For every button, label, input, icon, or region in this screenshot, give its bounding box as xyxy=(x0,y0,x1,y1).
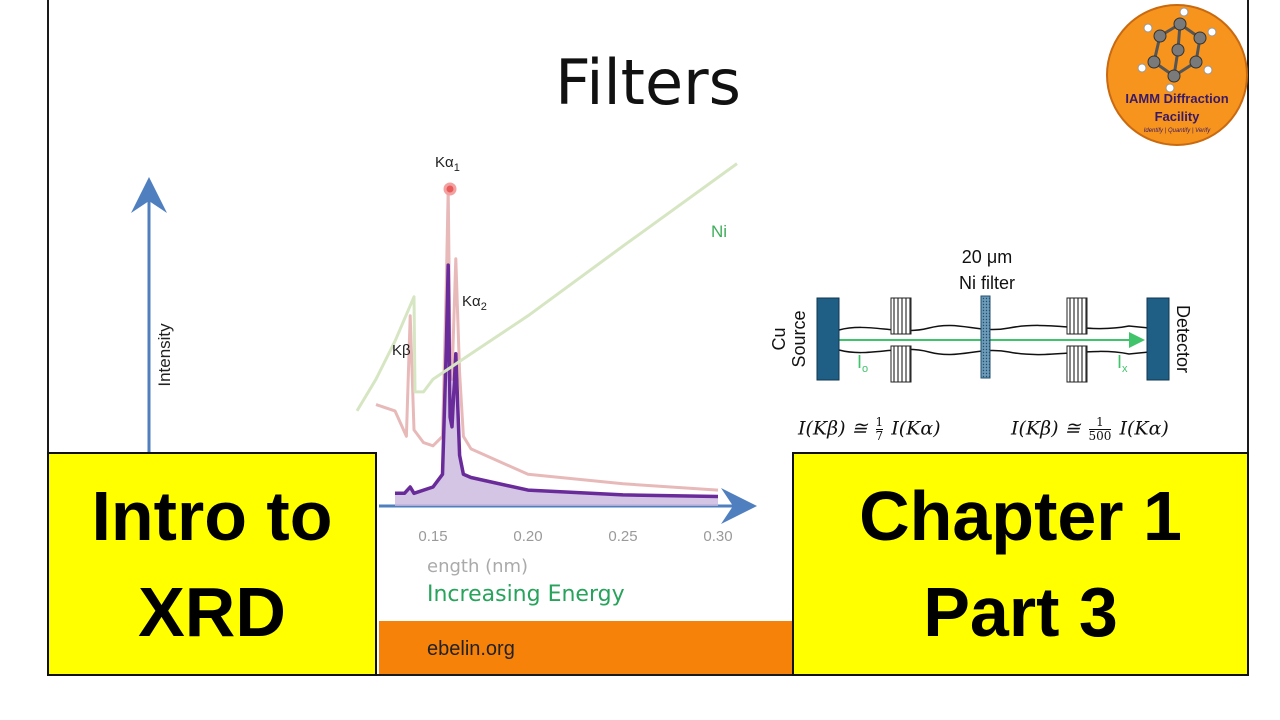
beam-upper-edge xyxy=(838,324,1150,332)
slit-upper-right xyxy=(1066,297,1088,335)
ni-filter xyxy=(980,295,991,379)
kb-label: Kβ xyxy=(392,342,411,359)
x-tick-label: 0.15 xyxy=(418,528,448,545)
logo-motto: Identify | Quantify | Verify xyxy=(1143,128,1211,134)
x-tick-label: 0.25 xyxy=(608,528,638,545)
spectrum-chart xyxy=(131,162,757,524)
slit-lower-right xyxy=(1066,345,1088,383)
footer-bar xyxy=(379,621,841,674)
cu-source-block xyxy=(816,297,840,381)
filter-label: 20 μm Ni filter xyxy=(958,247,1015,293)
detector-block xyxy=(1146,297,1170,381)
molecule-icon xyxy=(1137,7,1217,93)
x-tick-label: 0.30 xyxy=(703,528,733,545)
x-axis-label: ength (nm) xyxy=(427,556,529,577)
iamm-logo: IAMM Diffraction Facility Identify | Qua… xyxy=(1106,4,1248,146)
ni-absorption-line xyxy=(355,162,738,412)
ix-label: Ix xyxy=(1117,352,1128,375)
logo-text: IAMM Diffraction Facility xyxy=(1125,91,1229,124)
slide-title: Filters xyxy=(555,46,741,119)
filtered-spectrum-line xyxy=(395,263,719,499)
footer-url: ebelin.org xyxy=(427,638,515,660)
x-tick-label: 0.20 xyxy=(513,528,543,545)
formula-filtered: I(Kβ) ≅ 1 500 I(Kα) xyxy=(1011,415,1169,443)
chapter-part-box: Chapter 1 Part 3 xyxy=(792,452,1249,676)
i0-label: Io xyxy=(857,352,869,375)
cu-source-label: Cu Source xyxy=(769,310,809,368)
detector-label: Detector xyxy=(1173,304,1193,374)
slit-lower-left xyxy=(890,345,912,383)
intro-to-xrd-box: Intro to XRD xyxy=(47,452,377,676)
ni-curve-label: Ni xyxy=(711,222,728,241)
slit-upper-left xyxy=(890,297,912,335)
filter-diagram xyxy=(816,295,1170,383)
ka1-label: Kα1 xyxy=(435,154,460,174)
increasing-energy-label: Increasing Energy xyxy=(427,582,625,607)
beam-lower-edge xyxy=(838,348,1150,356)
ka1-highlight-dot xyxy=(443,182,457,196)
ka2-label: Kα2 xyxy=(462,293,487,313)
